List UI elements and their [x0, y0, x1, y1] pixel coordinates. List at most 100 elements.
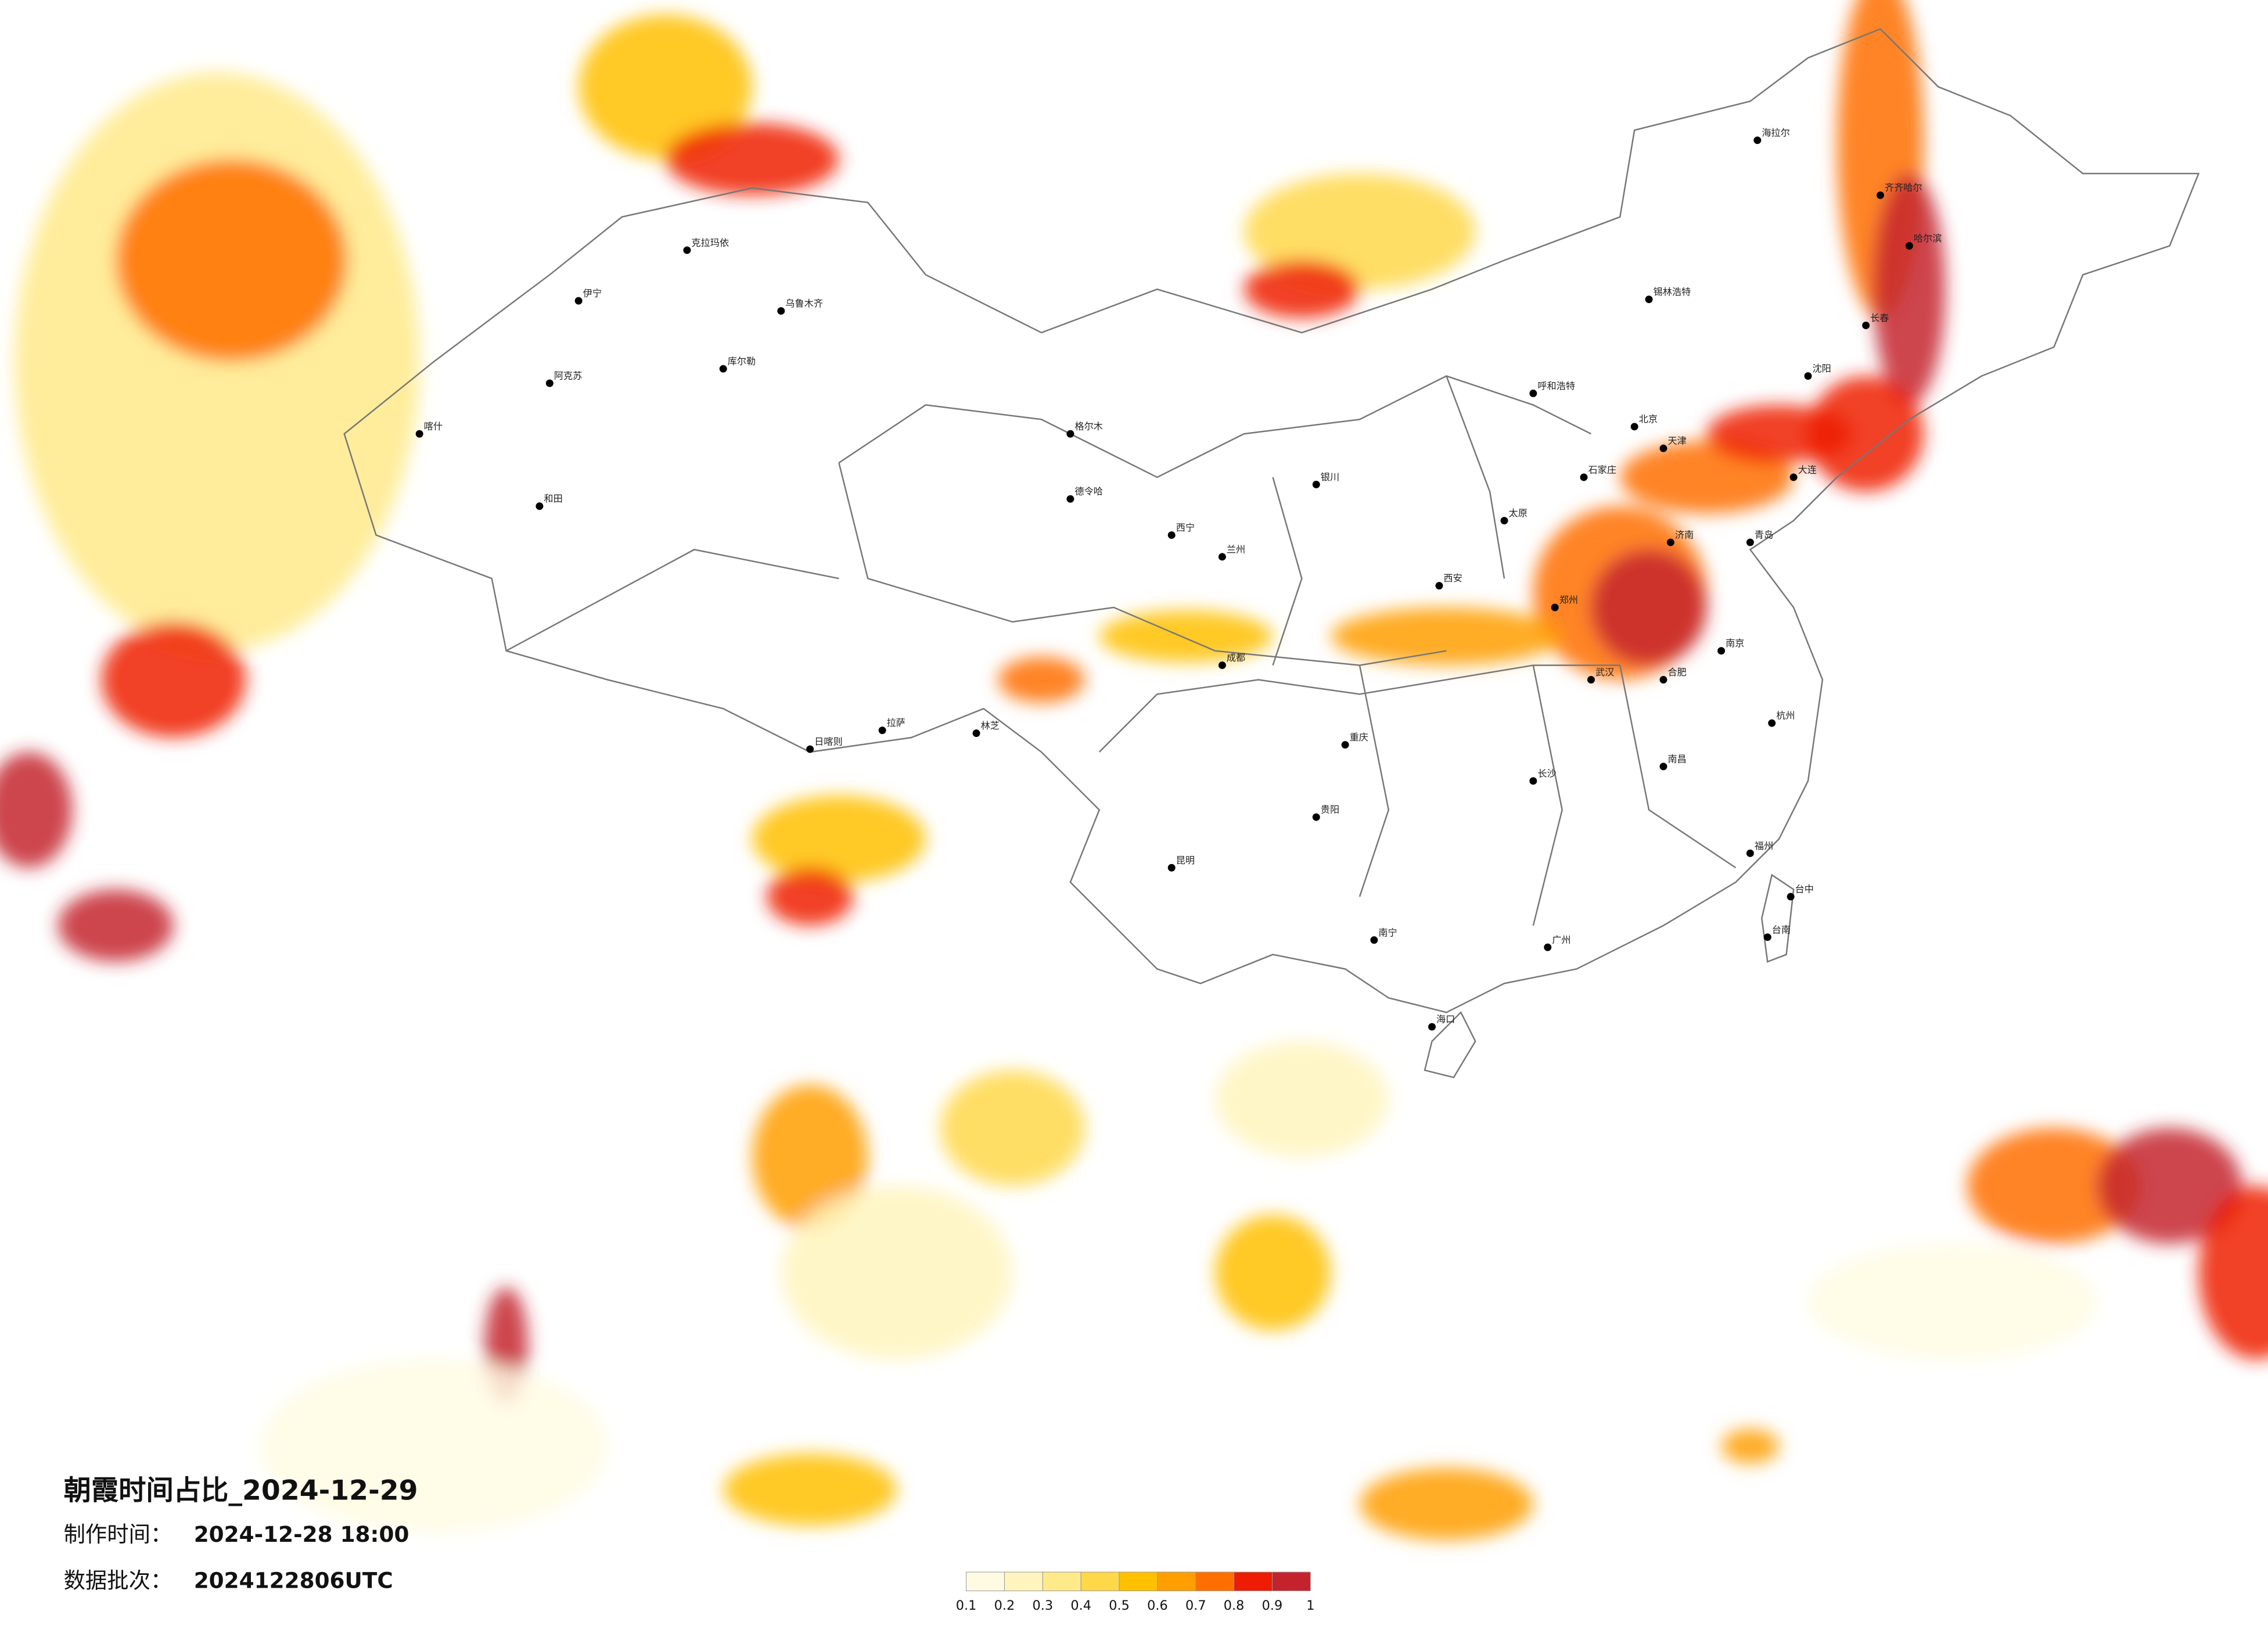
city-label: 格尔木 — [1074, 421, 1103, 432]
city-dot — [1500, 517, 1508, 525]
city-label: 银川 — [1321, 472, 1339, 483]
heat-blob — [260, 1359, 608, 1533]
city-dot — [806, 745, 814, 753]
city-dot — [535, 502, 544, 510]
heat-blob — [1214, 1214, 1331, 1331]
heat-blob — [752, 795, 926, 883]
heat-blob — [998, 656, 1085, 703]
city-dot — [1659, 444, 1667, 452]
city-label: 西宁 — [1176, 522, 1195, 533]
city-dot — [1544, 943, 1552, 951]
colorbar-tick-label: 0.1 — [956, 1598, 977, 1613]
city-label: 大连 — [1798, 464, 1817, 475]
city-label: 乌鲁木齐 — [785, 298, 823, 309]
city-label: 天津 — [1667, 436, 1686, 447]
city-dot — [1630, 423, 1638, 431]
colorbar-tick-label: 0.4 — [1070, 1598, 1091, 1613]
city-label: 北京 — [1639, 413, 1658, 425]
colorbar-swatch — [1119, 1571, 1158, 1591]
heat-blob — [1243, 260, 1360, 318]
colorbar-swatch — [1004, 1571, 1043, 1591]
colorbar: 0.1 0.2 0.3 0.4 0.5 0.6 0.7 0.8 0.9 1 — [956, 1571, 1314, 1613]
colorbar-swatch — [1271, 1571, 1311, 1591]
city-label: 南京 — [1726, 638, 1744, 649]
city-label: 南宁 — [1378, 927, 1397, 938]
city-label: 成都 — [1227, 652, 1245, 663]
colorbar-tick-label: 0.8 — [1224, 1598, 1245, 1613]
city-label: 日喀则 — [814, 736, 843, 747]
city-label: 太原 — [1509, 508, 1527, 519]
city-dot — [1717, 647, 1726, 655]
made-time: 2024-12-28 18:00 — [194, 1521, 409, 1547]
borders — [343, 28, 2200, 1078]
city-label: 林芝 — [981, 720, 1000, 731]
city-label: 阿克苏 — [554, 370, 583, 381]
city-label: 库尔勒 — [728, 356, 756, 367]
city-dot — [1551, 603, 1559, 611]
colorbar-tick-label: 0.5 — [1109, 1598, 1130, 1613]
city-dot — [545, 379, 553, 387]
heat-blob — [2198, 1186, 2268, 1359]
city-label: 杭州 — [1776, 710, 1795, 721]
city-dot — [1529, 777, 1537, 785]
heat-blob — [781, 1186, 1013, 1360]
heat-blob — [578, 14, 753, 159]
city-label: 海口 — [1436, 1014, 1455, 1025]
heat-field — [0, 0, 2268, 1541]
city-dot — [1066, 430, 1074, 438]
city-dot — [878, 726, 886, 735]
heat-blob — [1360, 1467, 1533, 1541]
city-dot — [1659, 676, 1667, 684]
city-dot — [719, 365, 727, 373]
city-label: 石家庄 — [1588, 464, 1616, 475]
made-label: 制作时间： — [64, 1521, 172, 1547]
city-label: 哈尔滨 — [1914, 233, 1942, 244]
heat-blob — [1873, 173, 1946, 405]
info-panel: 朝霞时间占比_2024-12-29 制作时间： 2024-12-28 18:00… — [64, 1475, 418, 1593]
city-label: 克拉玛依 — [691, 237, 729, 248]
city-dot — [1312, 480, 1320, 488]
colorbar-swatch — [1195, 1571, 1235, 1591]
city-label: 广州 — [1552, 934, 1570, 945]
city-dot — [1768, 719, 1776, 727]
city-label: 呼和浩特 — [1537, 380, 1575, 391]
city-label: 重庆 — [1350, 732, 1368, 743]
colorbar-tick-label: 0.3 — [1033, 1598, 1054, 1613]
heat-blob — [1591, 549, 1707, 665]
city-dot — [777, 307, 785, 315]
city-dot — [1905, 242, 1913, 250]
city-label: 德令哈 — [1074, 486, 1103, 497]
city-label: 长沙 — [1537, 768, 1556, 779]
city-label: 台南 — [1772, 924, 1791, 935]
heat-blob — [1331, 607, 1562, 665]
colorbar-tick-label: 0.2 — [994, 1598, 1015, 1613]
city-dot — [1341, 741, 1349, 749]
colorbar-swatch — [966, 1571, 1005, 1591]
city-dot — [1066, 495, 1074, 503]
city-label: 和田 — [544, 493, 562, 504]
city-dot — [1529, 389, 1537, 397]
batch: 2024122806UTC — [194, 1567, 393, 1593]
colorbar-swatch — [1080, 1571, 1120, 1591]
city-dot — [1659, 762, 1667, 771]
city-dot — [1428, 1023, 1436, 1031]
colorbar-tick-label: 0.7 — [1185, 1598, 1206, 1613]
heat-blob — [1967, 1128, 2141, 1244]
heat-blob — [665, 123, 839, 196]
heat-blob — [752, 1084, 868, 1229]
city-label: 齐齐哈尔 — [1885, 182, 1922, 193]
city-dot — [1435, 582, 1443, 590]
heat-blob — [1099, 610, 1273, 663]
city-dot — [1370, 936, 1378, 944]
city-label: 拉萨 — [887, 717, 905, 728]
heat-blob — [1808, 1243, 2098, 1360]
city-dot — [1789, 473, 1798, 481]
batch-label: 数据批次： — [64, 1567, 172, 1593]
city-dot — [1587, 676, 1595, 684]
colorbar-tick-label: 0.9 — [1262, 1598, 1283, 1613]
city-label: 喀什 — [424, 421, 443, 432]
city-label: 合肥 — [1667, 667, 1686, 678]
colorbar-tick-label: 0.6 — [1147, 1598, 1168, 1613]
city-dot — [574, 297, 583, 305]
